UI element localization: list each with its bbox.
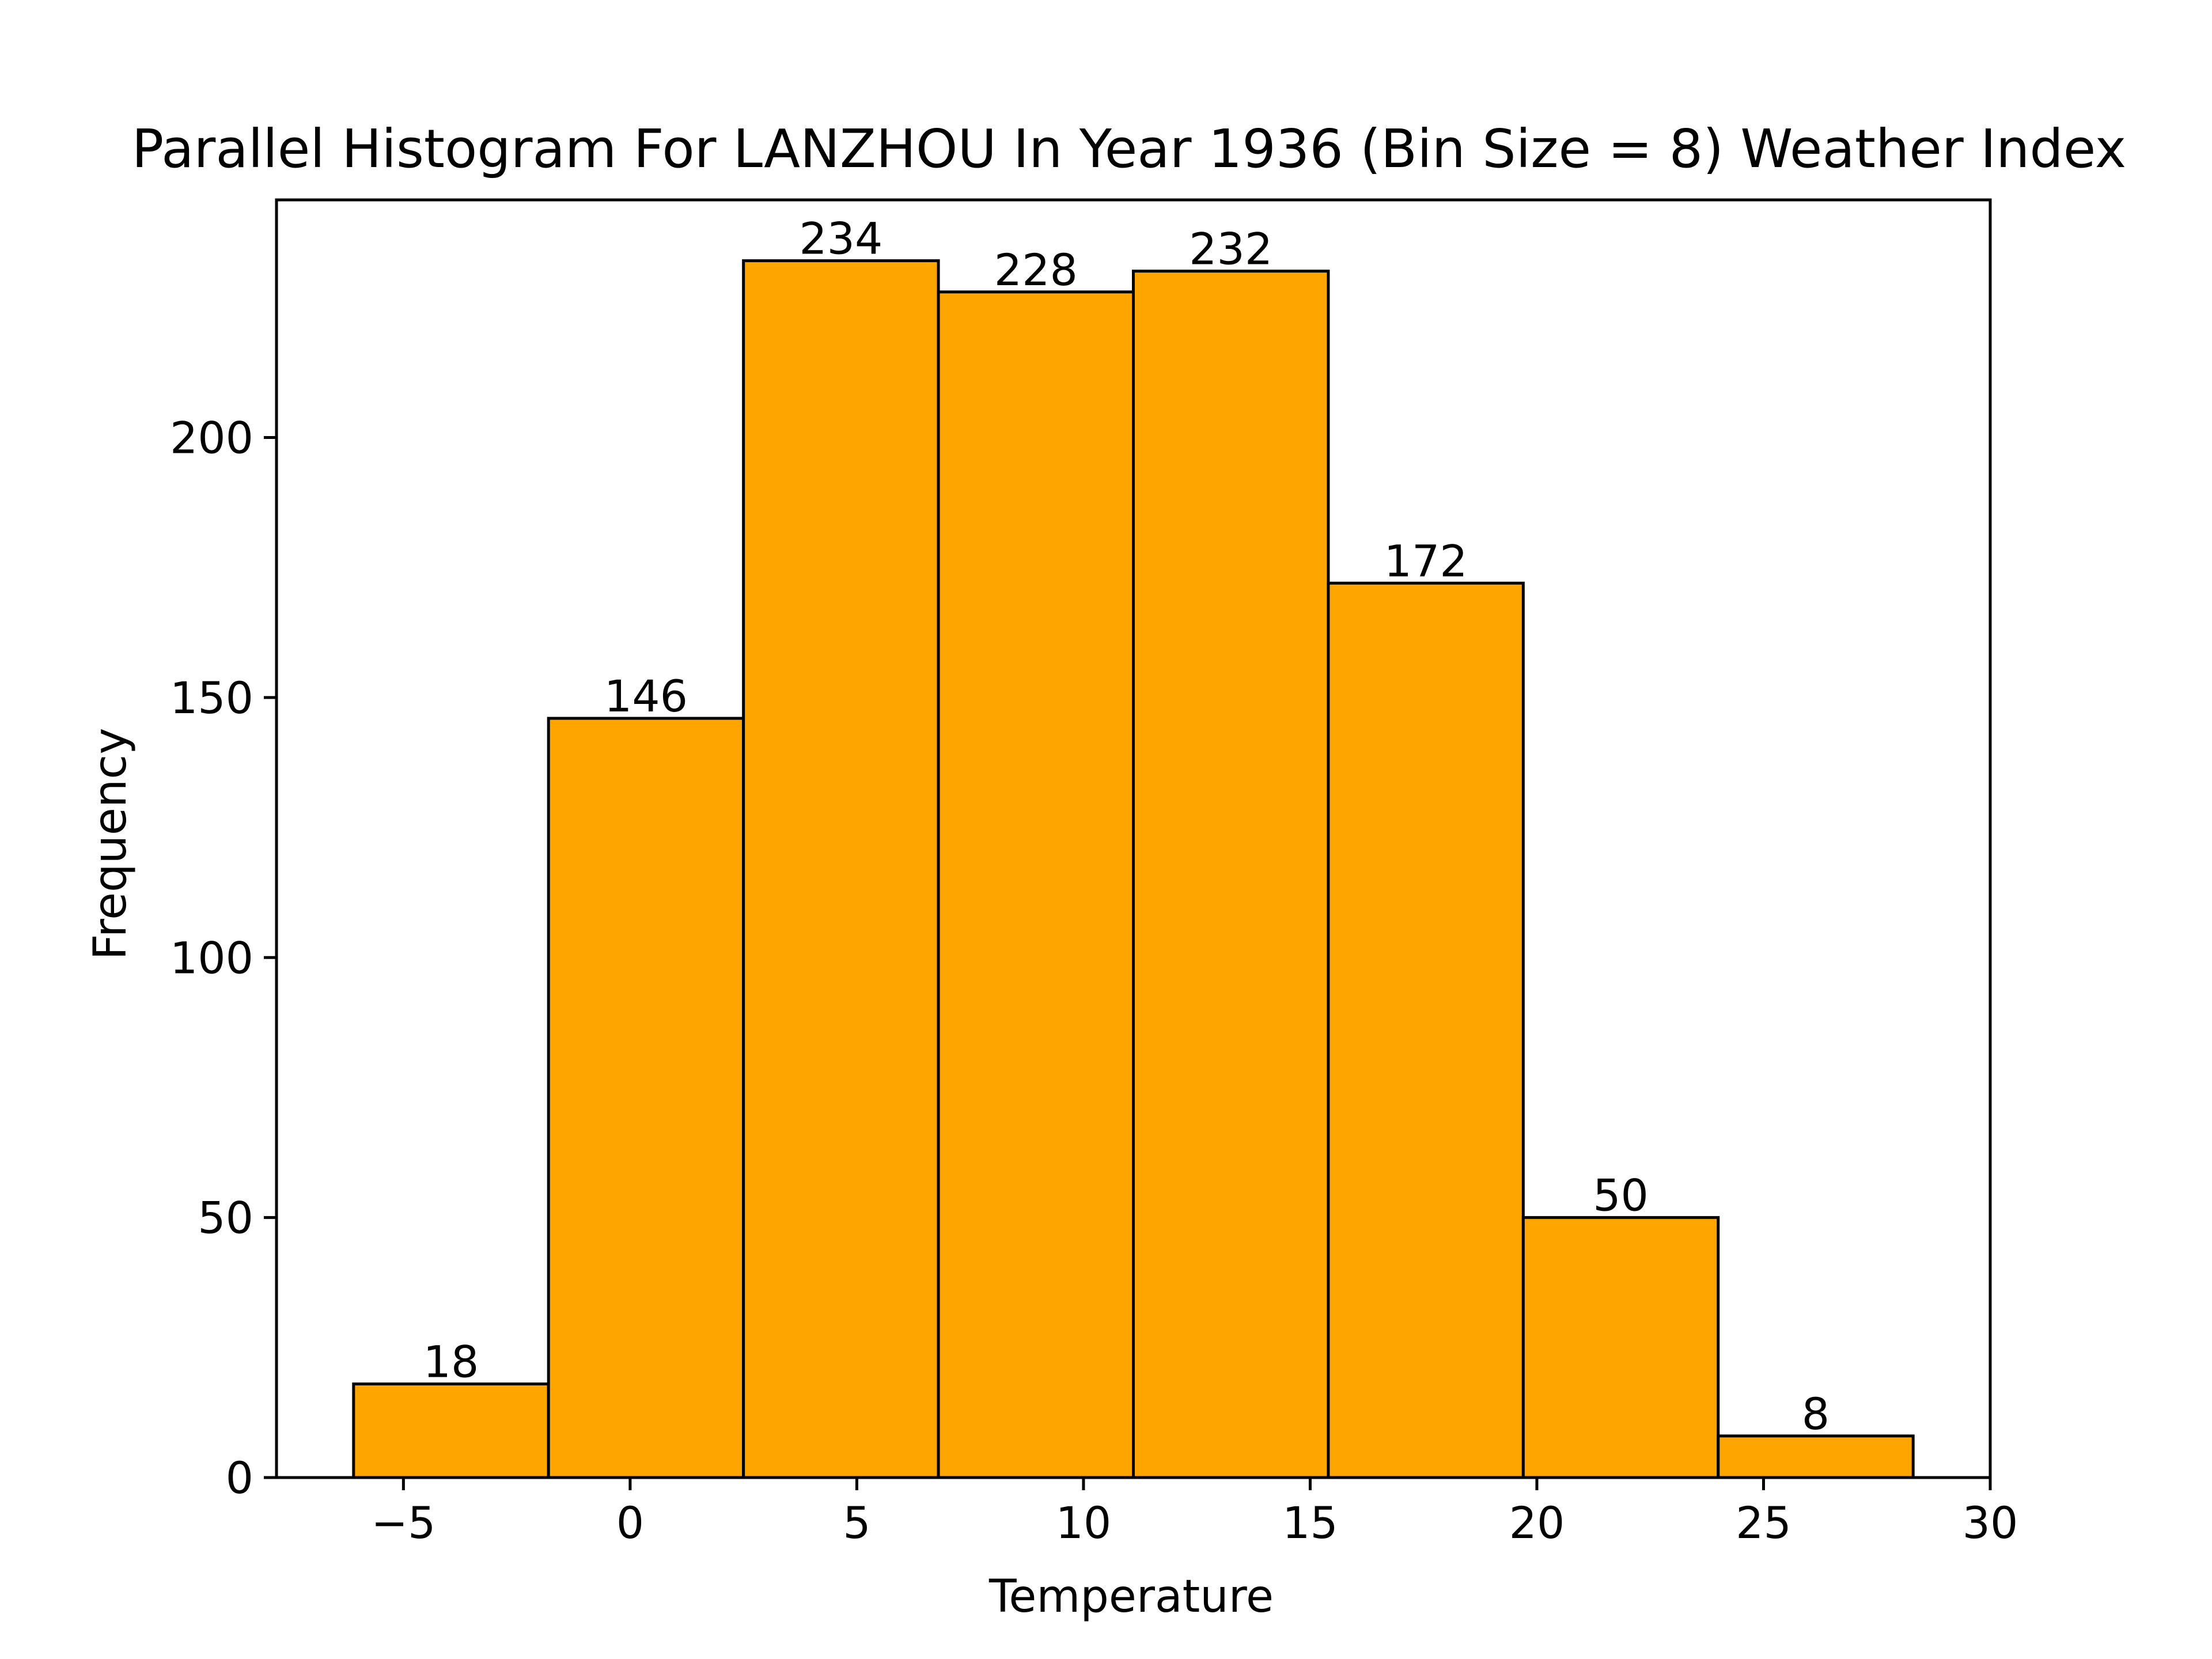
x-axis-label: Temperature: [988, 1571, 1274, 1623]
bar-value-label-6: 50: [1593, 1170, 1649, 1221]
y-tick-label-4: 200: [170, 412, 253, 464]
x-axis-ticks: −5 0 5 10 15 20 25 30: [371, 1478, 2018, 1548]
bar-value-label-0: 18: [423, 1336, 479, 1388]
histogram-bar-7: [1717, 1434, 1915, 1479]
y-tick-label-2: 100: [170, 932, 253, 983]
bar-value-label-1: 146: [604, 671, 688, 722]
histogram-bar-3: [937, 290, 1135, 1479]
y-axis-ticks: 0 50 100 150 200: [170, 412, 276, 1503]
x-tick-label-0: −5: [371, 1497, 435, 1548]
bar-value-label-5: 172: [1384, 535, 1468, 586]
histogram-bar-1: [547, 717, 745, 1479]
x-tick-label-4: 15: [1282, 1497, 1338, 1548]
histogram-bar-5: [1327, 581, 1525, 1479]
x-tick-label-2: 5: [843, 1497, 870, 1548]
y-tick-label-1: 50: [198, 1192, 253, 1244]
plot-frame: [275, 198, 1992, 1479]
bar-value-label-4: 232: [1189, 224, 1272, 275]
x-tick-label-7: 30: [1963, 1497, 2018, 1548]
bar-value-label-2: 234: [799, 213, 882, 264]
y-tick-label-0: 0: [226, 1452, 253, 1503]
bars-layer: [352, 259, 1915, 1479]
bar-value-label-7: 8: [1802, 1388, 1830, 1440]
y-tick-label-3: 150: [170, 672, 253, 724]
histogram-bar-0: [352, 1382, 550, 1479]
x-tick-label-3: 10: [1056, 1497, 1112, 1548]
histogram-bar-4: [1132, 270, 1330, 1479]
x-tick-label-6: 25: [1736, 1497, 1791, 1548]
x-tick-label-1: 0: [616, 1497, 644, 1548]
histogram-bar-2: [742, 259, 940, 1479]
chart-title: Parallel Histogram For LANZHOU In Year 1…: [132, 118, 2126, 180]
y-axis-label: Frequency: [85, 728, 137, 960]
histogram-bar-6: [1521, 1216, 1720, 1479]
data-labels-layer: 18 146 234 228 232 172 50 8: [423, 213, 1830, 1440]
bar-value-label-3: 228: [994, 244, 1078, 296]
x-tick-label-5: 20: [1509, 1497, 1565, 1548]
